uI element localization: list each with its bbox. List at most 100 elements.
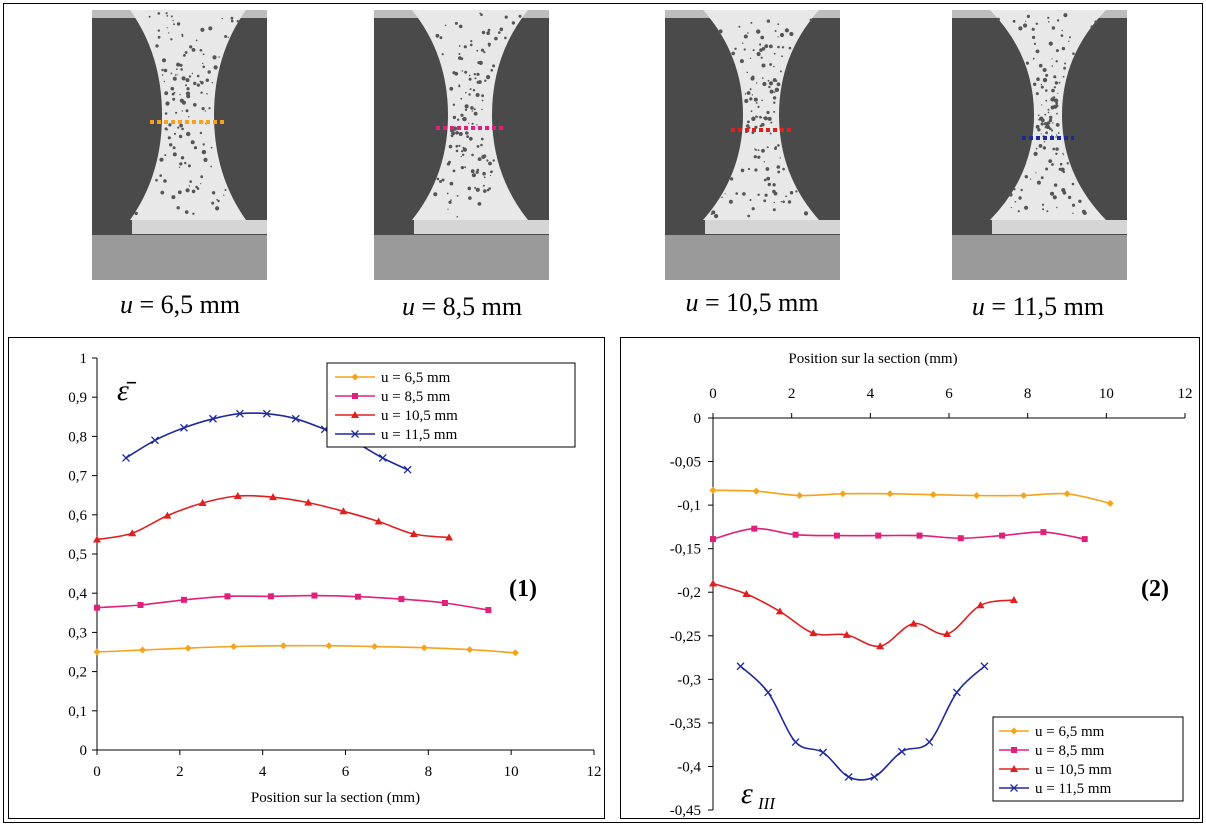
speckle bbox=[175, 111, 178, 114]
speckle bbox=[188, 75, 192, 78]
series-line bbox=[712, 582, 1015, 648]
series-2 bbox=[93, 491, 454, 543]
speckle bbox=[1024, 205, 1029, 210]
speckle bbox=[210, 165, 213, 168]
specimen-shape bbox=[990, 10, 1106, 220]
speckle bbox=[1055, 123, 1060, 127]
speckle bbox=[447, 208, 449, 210]
series-line bbox=[712, 527, 1085, 540]
speckle bbox=[749, 57, 752, 59]
speckle bbox=[789, 31, 794, 37]
speckle bbox=[186, 131, 191, 137]
speckle bbox=[761, 63, 766, 68]
speckle bbox=[474, 186, 477, 189]
data-point bbox=[796, 492, 804, 500]
speckle bbox=[772, 96, 777, 100]
data-point bbox=[93, 535, 101, 543]
speckle bbox=[161, 68, 164, 72]
figure-frame bbox=[3, 3, 1203, 823]
speckle bbox=[483, 189, 487, 193]
speckle bbox=[757, 116, 759, 118]
speckle bbox=[766, 19, 771, 23]
speckle bbox=[1055, 152, 1058, 155]
x-tick-label: 8 bbox=[425, 764, 433, 780]
speckle bbox=[1040, 133, 1042, 135]
speckle bbox=[1042, 68, 1047, 72]
speckle bbox=[205, 78, 209, 82]
speckle bbox=[1042, 77, 1048, 83]
y-tick-label: 0 bbox=[694, 411, 702, 427]
data-point bbox=[339, 507, 348, 515]
speckle bbox=[481, 94, 484, 98]
speckle bbox=[753, 97, 758, 102]
speckle bbox=[1014, 201, 1017, 203]
data-point bbox=[354, 593, 361, 600]
speckle bbox=[164, 154, 167, 157]
speckle bbox=[1062, 170, 1065, 174]
speckle bbox=[1063, 66, 1066, 70]
data-point bbox=[441, 600, 448, 606]
speckle bbox=[1018, 196, 1022, 200]
speckle bbox=[487, 42, 491, 46]
speckle bbox=[757, 105, 760, 108]
x-axis-title: Position sur la section (mm) bbox=[251, 790, 420, 806]
specimen-shape bbox=[412, 10, 528, 220]
data-point bbox=[809, 629, 818, 637]
speckle bbox=[757, 149, 760, 152]
x-tick-label: 10 bbox=[504, 764, 519, 780]
data-point bbox=[351, 411, 359, 418]
speckle bbox=[473, 108, 476, 111]
speckle bbox=[185, 84, 187, 87]
speckle bbox=[184, 210, 189, 214]
speckle bbox=[742, 192, 746, 196]
x-tick-label: 12 bbox=[1178, 386, 1193, 402]
speckle bbox=[458, 132, 463, 136]
speckle bbox=[165, 101, 170, 106]
speckle bbox=[480, 143, 483, 147]
speckle bbox=[1050, 129, 1054, 132]
speckle bbox=[751, 116, 756, 122]
speckle bbox=[471, 122, 474, 125]
photo-base bbox=[374, 235, 549, 280]
speckle bbox=[1067, 195, 1072, 200]
data-point bbox=[128, 529, 137, 537]
speckle bbox=[488, 161, 492, 166]
y-tick-label: -0,3 bbox=[677, 672, 701, 688]
speckle bbox=[1008, 192, 1013, 197]
speckle bbox=[1051, 134, 1053, 137]
speckle bbox=[1049, 115, 1053, 120]
speckle bbox=[216, 198, 218, 201]
speckle bbox=[1037, 114, 1040, 117]
speckle bbox=[809, 18, 813, 22]
y-tick-label: 0,1 bbox=[68, 704, 87, 720]
speckle bbox=[476, 49, 479, 52]
speckle bbox=[178, 166, 181, 168]
speckle bbox=[782, 200, 785, 204]
legend-label: u = 10,5 mm bbox=[1035, 762, 1112, 778]
data-point bbox=[370, 643, 378, 651]
speckle bbox=[1045, 167, 1049, 171]
speckle bbox=[1033, 42, 1037, 46]
speckle bbox=[761, 148, 765, 153]
speckle bbox=[166, 27, 168, 29]
speckle bbox=[476, 72, 480, 76]
speckle bbox=[196, 83, 200, 87]
caption-text: = 11,5 mm bbox=[984, 292, 1105, 321]
speckle bbox=[1045, 131, 1048, 135]
speckle bbox=[1043, 141, 1046, 143]
speckle bbox=[784, 28, 789, 33]
speckle bbox=[458, 56, 462, 60]
data-point bbox=[1010, 727, 1018, 735]
speckle bbox=[192, 212, 195, 215]
speckle bbox=[480, 48, 485, 52]
y-tick-label: 0,5 bbox=[68, 547, 87, 563]
speckle bbox=[1049, 192, 1053, 196]
speckle bbox=[203, 157, 208, 162]
speckle bbox=[1047, 108, 1050, 111]
speckle bbox=[202, 65, 205, 69]
speckle bbox=[172, 97, 176, 101]
speckle bbox=[155, 178, 158, 182]
caption-var: u bbox=[119, 290, 133, 319]
speckle bbox=[191, 189, 196, 194]
speckle bbox=[462, 146, 465, 149]
